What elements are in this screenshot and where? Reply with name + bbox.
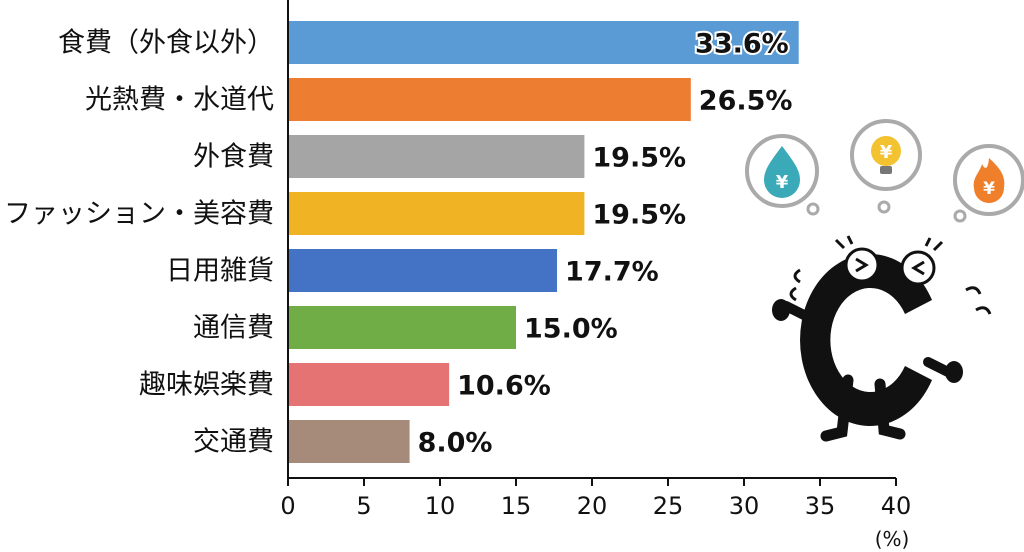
category-label: 趣味娯楽費 <box>139 370 274 401</box>
bar <box>289 135 585 178</box>
x-tick-label: 15 <box>501 492 532 520</box>
x-tick-label: 10 <box>425 492 456 520</box>
category-label: ファッション・美容費 <box>4 199 274 230</box>
x-tick-label: 0 <box>280 492 295 520</box>
x-axis-unit: (%) <box>875 527 910 551</box>
category-label: 日用雑貨 <box>166 256 274 287</box>
bar <box>289 21 799 64</box>
x-axis-ticks: 0 5 10 15 20 25 30 35 40 <box>280 478 911 520</box>
category-label: 食費（外食以外） <box>58 28 274 59</box>
x-tick-label: 5 <box>356 492 371 520</box>
category-label: 外食費 <box>193 142 274 173</box>
category-label: 交通費 <box>193 427 274 458</box>
category-labels: 食費（外食以外） 光熱費・水道代外食費ファッション・美容費日用雑貨通信費趣味娯楽費… <box>4 28 274 458</box>
axes: 0 5 10 15 20 25 30 35 40 (%) <box>280 0 911 551</box>
value-label: 10.6% <box>457 371 551 402</box>
value-label: 33.6% <box>695 29 789 60</box>
thought-bubble-bulb: ¥ <box>850 119 922 214</box>
light-bulb-yen-icon: ¥ <box>871 136 901 174</box>
water-drop-yen-icon: ¥ <box>764 146 800 198</box>
bar <box>289 78 691 121</box>
value-label: 17.7% <box>565 257 659 288</box>
value-label: 26.5% <box>699 86 793 117</box>
x-tick-label: 40 <box>881 492 912 520</box>
bar <box>289 249 558 292</box>
bar <box>289 306 516 349</box>
bar <box>289 420 410 463</box>
thought-bubble-water: ¥ <box>745 134 820 216</box>
x-tick-label: 20 <box>577 492 608 520</box>
bars <box>289 21 799 463</box>
value-labels: 33.6% 26.5% 19.5% 19.5% 17.7% 15.0% 10.6% 8.0% <box>418 27 793 459</box>
flame-yen-icon: ¥ <box>973 158 1005 203</box>
x-tick-label: 25 <box>653 492 684 520</box>
value-label: 8.0% <box>418 428 493 459</box>
bar <box>289 192 585 235</box>
value-label: 19.5% <box>592 143 686 174</box>
svg-text:¥: ¥ <box>880 142 893 163</box>
black-c-mascot-icon <box>772 235 992 442</box>
x-tick-label: 35 <box>805 492 836 520</box>
category-label: 通信費 <box>193 313 274 344</box>
x-tick-label: 30 <box>729 492 760 520</box>
value-label: 15.0% <box>524 314 618 345</box>
svg-text:¥: ¥ <box>776 172 789 193</box>
category-label: 光熱費・水道代 <box>85 85 274 116</box>
svg-text:¥: ¥ <box>983 179 995 199</box>
thought-bubble-flame: ¥ <box>953 144 1024 223</box>
bar <box>289 363 450 406</box>
value-label: 19.5% <box>592 200 686 231</box>
